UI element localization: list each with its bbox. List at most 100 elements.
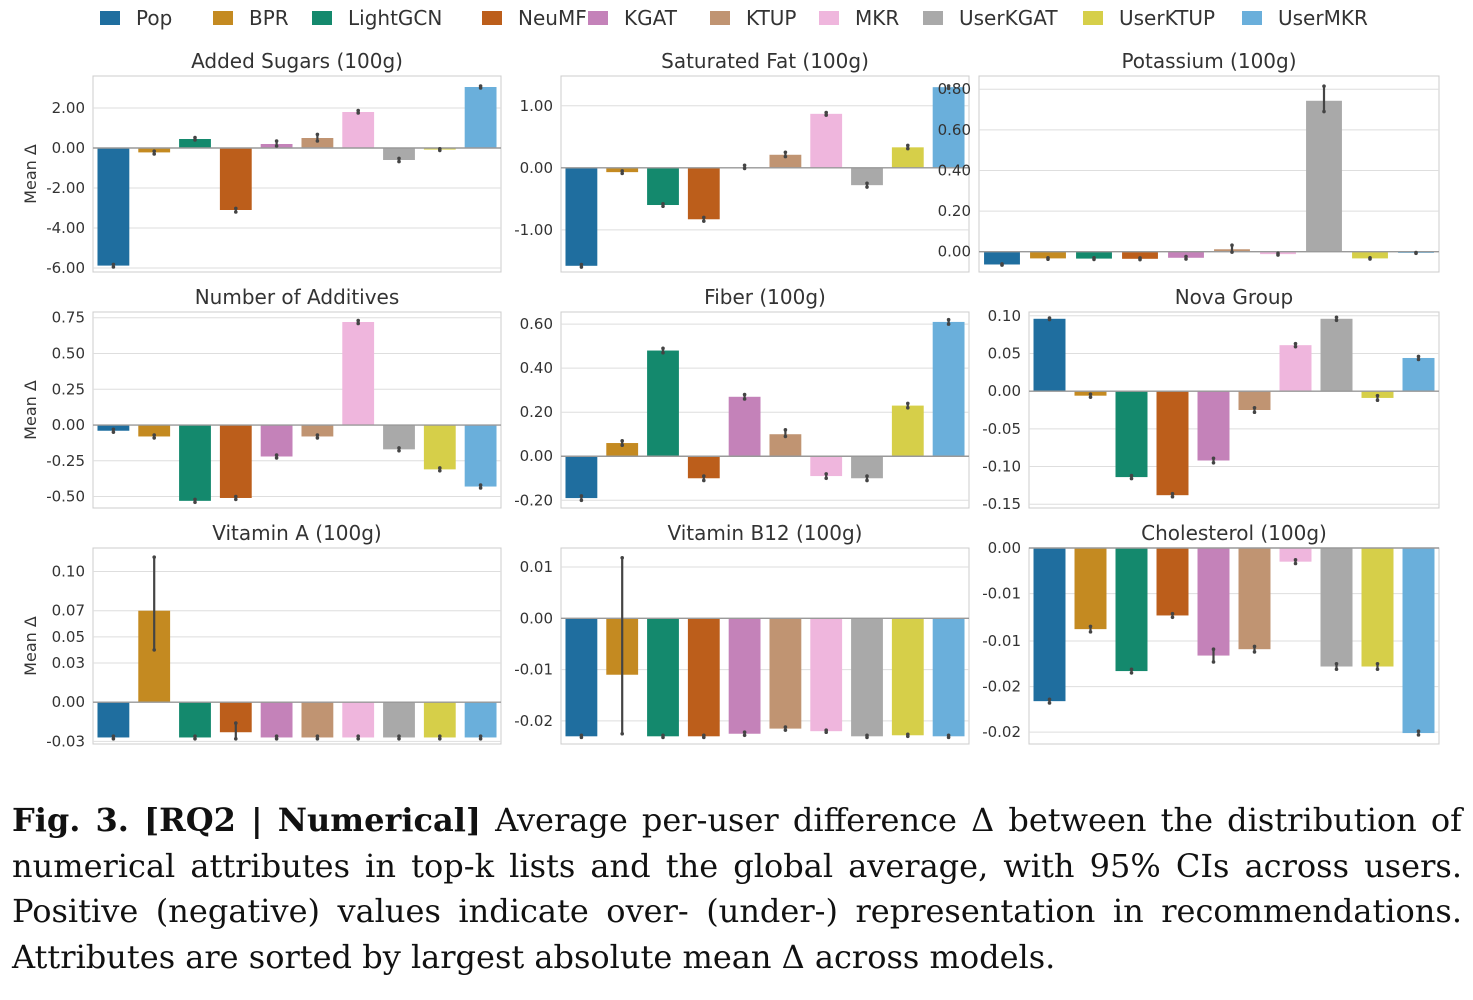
bar-ktup	[1238, 548, 1271, 650]
legend-swatch	[1083, 11, 1103, 25]
error-cap	[620, 555, 624, 560]
error-cap	[1047, 316, 1052, 320]
legend-label: LightGCN	[348, 6, 443, 30]
error-cap	[397, 446, 401, 450]
y-axis-label: Mean Δ	[21, 380, 40, 440]
caption-text: Average per-user difference Δ between th…	[12, 801, 1463, 976]
error-cap	[1252, 405, 1257, 410]
y-axis-label: Mean Δ	[21, 144, 40, 204]
error-cap	[234, 736, 238, 741]
y-tick-label: -0.01	[982, 632, 1021, 650]
legend-swatch	[100, 11, 120, 25]
error-cap	[274, 139, 279, 143]
bar-bpr	[1074, 548, 1107, 630]
error-cap	[661, 346, 665, 351]
error-cap	[1293, 344, 1298, 349]
error-cap	[1088, 392, 1093, 396]
error-cap	[111, 427, 116, 432]
chart-title: Number of Additives	[195, 285, 400, 309]
bar-usermkr	[464, 87, 497, 148]
error-cap	[1047, 697, 1052, 702]
error-cap	[274, 456, 279, 460]
chart-panel-7: 0.01 0.00 -0.01 -0.02 Vitamin B12 (100g)	[514, 521, 970, 745]
bar-lightgcn	[1115, 391, 1148, 478]
y-tick-label: -0.01	[982, 585, 1021, 603]
error-cap	[824, 476, 828, 481]
error-cap	[111, 734, 116, 738]
error-cap	[193, 734, 197, 738]
chart-panel-3: 0.75 0.50 0.25 0.00 -0.25 -0.50 Number of Addi…	[21, 285, 502, 509]
chart-title: Added Sugars (100g)	[191, 49, 403, 73]
error-cap	[783, 725, 788, 729]
bar-kgat	[728, 618, 761, 734]
error-cap	[1184, 254, 1188, 259]
y-tick-label: -0.03	[46, 732, 85, 750]
error-cap	[478, 483, 483, 487]
bar-usermkr	[932, 618, 965, 737]
y-tick-label: -0.25	[46, 452, 85, 470]
y-tick-label: 0.05	[988, 344, 1021, 362]
error-cap	[946, 322, 951, 326]
error-cap	[1252, 410, 1257, 415]
error-cap	[1088, 630, 1093, 634]
error-cap	[1170, 494, 1175, 499]
error-cap	[234, 497, 238, 502]
error-cap	[906, 732, 910, 737]
y-tick-label: 2.00	[52, 99, 85, 117]
bar-pop	[1033, 548, 1066, 702]
chart-title: Vitamin B12 (100g)	[668, 521, 863, 545]
legend-item-mkr: MKR	[819, 4, 899, 32]
bar-mkr	[342, 702, 375, 738]
chart-panel-1: 1.00 0.00 -1.00 Saturated Fat (100g)	[514, 49, 970, 273]
chart-panel-8: 0.00 -0.01 -0.01 -0.02 -0.02 Cholesterol (100…	[982, 521, 1440, 745]
error-cap	[1211, 647, 1216, 651]
y-tick-label: -0.10	[982, 458, 1021, 476]
y-tick-label: 0.20	[520, 403, 553, 421]
legend-label: MKR	[855, 6, 900, 30]
error-cap	[1322, 109, 1326, 114]
bar-kgat	[728, 396, 761, 457]
error-cap	[397, 734, 401, 738]
bar-usermkr	[464, 702, 497, 738]
error-cap	[906, 146, 910, 151]
bar-mkr	[810, 618, 843, 732]
y-tick-label: -0.01	[514, 661, 553, 679]
chart-panel-2: 0.80 0.60 0.40 0.20 0.00 Potassium (100g)	[938, 49, 1440, 273]
legend-label: NeuMF	[518, 6, 587, 30]
error-cap	[865, 733, 869, 738]
legend-swatch	[482, 11, 502, 25]
error-cap	[661, 201, 665, 206]
y-axis-label: Mean Δ	[21, 616, 40, 676]
bar-lightgcn	[647, 618, 679, 737]
error-cap	[661, 204, 665, 209]
y-tick-label: -6.00	[46, 259, 85, 277]
bar-userktup	[891, 405, 924, 457]
bar-mkr	[810, 456, 843, 477]
bar-userkgat	[383, 425, 415, 450]
legend-item-bpr: BPR	[213, 4, 289, 32]
bar-mkr	[1279, 548, 1312, 562]
bar-usermkr	[464, 425, 497, 487]
error-cap	[946, 86, 951, 91]
bar-usermkr	[932, 87, 965, 168]
error-cap	[356, 321, 361, 326]
legend-label: BPR	[249, 6, 289, 30]
error-cap	[274, 453, 279, 457]
error-cap	[315, 736, 320, 741]
error-cap	[1416, 357, 1421, 362]
error-cap	[1293, 558, 1298, 562]
bar-kgat	[1197, 548, 1230, 656]
error-cap	[1092, 255, 1096, 260]
bar-pop	[565, 167, 598, 266]
error-cap	[865, 181, 869, 186]
error-cap	[702, 215, 706, 220]
error-cap	[152, 555, 156, 559]
error-cap	[1170, 615, 1175, 620]
y-tick-label: -0.20	[514, 491, 553, 509]
legend-label: UserMKR	[1278, 6, 1368, 30]
error-cap	[865, 478, 869, 483]
error-cap	[1252, 644, 1257, 649]
bar-userktup	[891, 618, 924, 736]
error-cap	[1088, 395, 1093, 399]
bar-bpr	[1030, 251, 1066, 259]
